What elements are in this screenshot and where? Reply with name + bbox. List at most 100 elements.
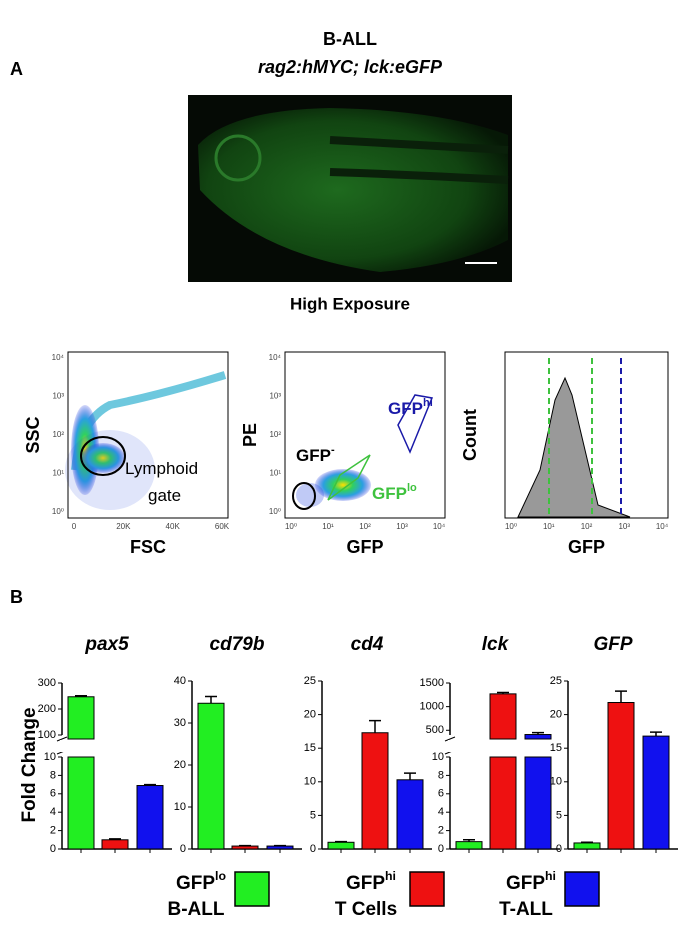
bar xyxy=(396,779,424,850)
bar xyxy=(67,756,95,850)
y-tick-label: 8 xyxy=(438,769,444,781)
legend-label-sup: lo xyxy=(215,869,226,883)
flow-x-tick: 10⁴ xyxy=(656,522,669,531)
legend-label-base: GFP xyxy=(176,873,215,894)
flow-annotation: gate xyxy=(148,486,181,505)
chart-title: cd79b xyxy=(210,634,265,655)
bar xyxy=(67,696,95,740)
y-tick-label: 5 xyxy=(310,809,316,821)
y-tick-label: 8 xyxy=(50,769,56,781)
chart-title: cd4 xyxy=(351,634,384,655)
flow-x-tick: 10⁰ xyxy=(285,522,297,531)
flow-decor xyxy=(65,358,631,518)
error-bar xyxy=(463,839,475,842)
bar xyxy=(327,841,355,850)
y-tick-label: 6 xyxy=(438,788,444,800)
flow-annotation-base: GFP xyxy=(296,446,331,465)
flow-y-tick: 10³ xyxy=(52,392,64,401)
y-tick-label: 0 xyxy=(556,843,562,855)
flow-y-tick: 10⁰ xyxy=(52,507,64,516)
legend-swatch xyxy=(564,871,600,907)
y-tick-label: 20 xyxy=(174,759,186,771)
y-tick-label: 4 xyxy=(438,806,444,818)
flow-x-tick: 20K xyxy=(116,522,131,531)
y-tick-label: 0 xyxy=(50,843,56,855)
legend-label-base: GFP xyxy=(506,873,545,894)
flow-x-tick: 60K xyxy=(215,522,230,531)
flow-annotation-sup: lo xyxy=(407,482,417,494)
flow-x-tick: 10³ xyxy=(618,522,630,531)
flow-x-tick: 10¹ xyxy=(322,522,334,531)
legend-swatch xyxy=(234,871,270,907)
bar xyxy=(489,756,517,850)
y-tick-label: 10 xyxy=(432,751,444,763)
legend-label: GFPlo xyxy=(176,869,226,894)
flow-y-label: PE xyxy=(240,423,260,447)
y-tick-label: 15 xyxy=(304,742,316,754)
flow-plot-frame xyxy=(284,351,446,519)
y-tick-label: 10 xyxy=(44,751,56,763)
legend-group: B-ALL xyxy=(168,899,225,920)
error-bar xyxy=(404,772,416,780)
flow-y-tick: 10⁴ xyxy=(52,353,65,362)
flow-x-label: GFP xyxy=(346,537,383,557)
bar xyxy=(524,756,552,850)
flow-y-tick: 10² xyxy=(52,430,64,439)
error-bar xyxy=(581,841,593,844)
flow-y-label: Count xyxy=(460,409,480,461)
legend-label-sup: hi xyxy=(545,869,556,883)
y-tick-label: 5 xyxy=(556,809,562,821)
y-tick-label: 25 xyxy=(304,675,316,687)
flow-y-tick: 10¹ xyxy=(52,469,64,478)
flow-y-tick: 10⁰ xyxy=(269,507,281,516)
flow-x-tick: 10⁴ xyxy=(433,522,446,531)
fish-eye xyxy=(214,134,262,182)
bar xyxy=(197,702,225,850)
flow-x-tick: 10³ xyxy=(396,522,408,531)
break-gap xyxy=(60,740,170,752)
bar xyxy=(524,734,552,740)
flow-annotation: GFPlo xyxy=(372,482,417,504)
flow-plot-frame xyxy=(67,351,229,519)
y-tick-label: 200 xyxy=(38,703,56,715)
legend-label: GFPhi xyxy=(506,869,556,894)
legend-label-sup: hi xyxy=(385,869,396,883)
flow-plot-frame xyxy=(504,351,669,519)
chart-title: lck xyxy=(482,634,510,655)
bar xyxy=(573,842,601,850)
break-gap xyxy=(448,740,558,752)
bar xyxy=(361,732,389,850)
error-bar xyxy=(144,783,156,786)
error-bar xyxy=(615,690,627,703)
flow-annotation-base: Lymphoid xyxy=(125,459,198,478)
y-tick-label: 20 xyxy=(304,709,316,721)
error-bar xyxy=(650,731,662,737)
bar xyxy=(136,785,164,850)
y-axis-label: Fold Change xyxy=(19,707,40,822)
y-tick-label: 1000 xyxy=(420,701,444,713)
figure-title: B-ALL xyxy=(323,29,377,49)
y-tick-label: 0 xyxy=(310,843,316,855)
y-tick-label: 2 xyxy=(438,825,444,837)
y-tick-label: 10 xyxy=(304,776,316,788)
flow-x-tick: 40K xyxy=(166,522,181,531)
image-caption: High Exposure xyxy=(290,294,410,313)
flow-annotation: Lymphoid xyxy=(125,459,198,478)
bar xyxy=(231,845,259,850)
flow-annotation-base: GFP xyxy=(388,399,423,418)
y-tick-label: 0 xyxy=(180,843,186,855)
error-bar xyxy=(109,838,121,840)
y-tick-label: 10 xyxy=(174,801,186,813)
bar xyxy=(266,845,294,850)
flow-x-tick: 0 xyxy=(72,522,77,531)
bar xyxy=(607,702,635,850)
error-bar xyxy=(369,719,381,733)
error-bar xyxy=(75,694,87,697)
legend-group: T-ALL xyxy=(499,899,553,920)
flow-annotation-sup: hi xyxy=(423,397,433,409)
flow-annotation: GFP- xyxy=(296,444,335,466)
y-tick-label: 40 xyxy=(174,675,186,687)
y-tick-label: 1500 xyxy=(420,677,444,689)
flow-annotation-sup: - xyxy=(331,444,335,456)
